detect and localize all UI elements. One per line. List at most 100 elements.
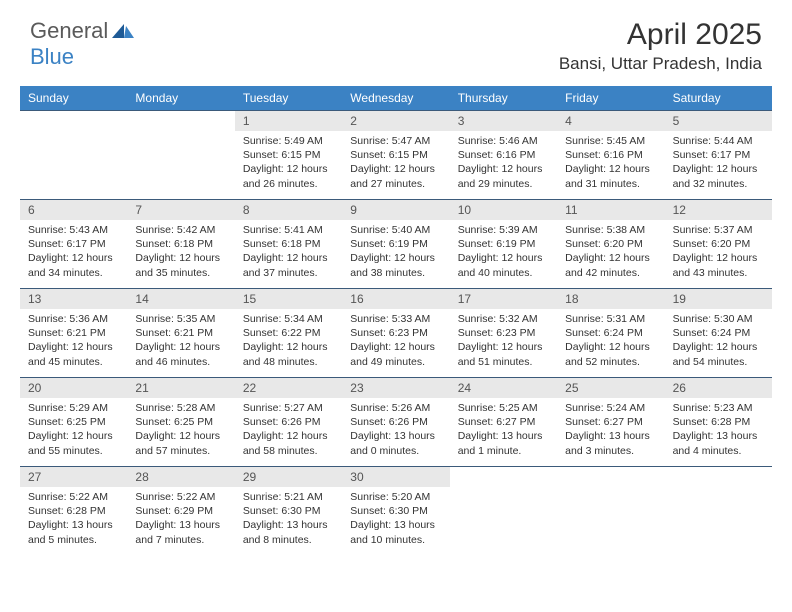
day-cell-28: 28Sunrise: 5:22 AMSunset: 6:29 PMDayligh… xyxy=(127,467,234,555)
day-sunrise: Sunrise: 5:20 AM xyxy=(350,490,441,504)
day-day2: and 37 minutes. xyxy=(243,266,334,280)
day-day2: and 34 minutes. xyxy=(28,266,119,280)
day-cell-10: 10Sunrise: 5:39 AMSunset: 6:19 PMDayligh… xyxy=(450,200,557,288)
day-cell-23: 23Sunrise: 5:26 AMSunset: 6:26 PMDayligh… xyxy=(342,378,449,466)
day-day2: and 51 minutes. xyxy=(458,355,549,369)
week-row: 27Sunrise: 5:22 AMSunset: 6:28 PMDayligh… xyxy=(20,466,772,555)
day-body: Sunrise: 5:24 AMSunset: 6:27 PMDaylight:… xyxy=(557,398,664,462)
day-number: 13 xyxy=(20,289,127,309)
day-number: 24 xyxy=(450,378,557,398)
day-day1: Daylight: 12 hours xyxy=(350,162,441,176)
day-number: 10 xyxy=(450,200,557,220)
day-body: Sunrise: 5:35 AMSunset: 6:21 PMDaylight:… xyxy=(127,309,234,373)
day-day2: and 46 minutes. xyxy=(135,355,226,369)
day-day1: Daylight: 13 hours xyxy=(458,429,549,443)
day-day1: Daylight: 12 hours xyxy=(350,251,441,265)
day-sunrise: Sunrise: 5:25 AM xyxy=(458,401,549,415)
day-sunset: Sunset: 6:21 PM xyxy=(28,326,119,340)
day-sunrise: Sunrise: 5:37 AM xyxy=(673,223,764,237)
day-day1: Daylight: 12 hours xyxy=(243,340,334,354)
day-cell-13: 13Sunrise: 5:36 AMSunset: 6:21 PMDayligh… xyxy=(20,289,127,377)
location-text: Bansi, Uttar Pradesh, India xyxy=(559,54,762,74)
empty-cell xyxy=(665,467,772,555)
day-body: Sunrise: 5:31 AMSunset: 6:24 PMDaylight:… xyxy=(557,309,664,373)
day-sunrise: Sunrise: 5:23 AM xyxy=(673,401,764,415)
calendar-weeks: 1Sunrise: 5:49 AMSunset: 6:15 PMDaylight… xyxy=(20,110,772,555)
day-sunrise: Sunrise: 5:30 AM xyxy=(673,312,764,326)
day-sunset: Sunset: 6:25 PM xyxy=(135,415,226,429)
day-body: Sunrise: 5:32 AMSunset: 6:23 PMDaylight:… xyxy=(450,309,557,373)
day-sunset: Sunset: 6:19 PM xyxy=(350,237,441,251)
day-day1: Daylight: 12 hours xyxy=(135,429,226,443)
empty-cell xyxy=(557,467,664,555)
day-body: Sunrise: 5:23 AMSunset: 6:28 PMDaylight:… xyxy=(665,398,772,462)
day-day2: and 35 minutes. xyxy=(135,266,226,280)
empty-cell xyxy=(20,111,127,199)
day-day1: Daylight: 12 hours xyxy=(673,162,764,176)
day-day2: and 0 minutes. xyxy=(350,444,441,458)
logo: General xyxy=(30,18,136,44)
day-sunset: Sunset: 6:17 PM xyxy=(673,148,764,162)
day-sunrise: Sunrise: 5:27 AM xyxy=(243,401,334,415)
day-day1: Daylight: 12 hours xyxy=(135,251,226,265)
day-number: 4 xyxy=(557,111,664,131)
day-sunrise: Sunrise: 5:41 AM xyxy=(243,223,334,237)
day-number: 29 xyxy=(235,467,342,487)
day-sunset: Sunset: 6:18 PM xyxy=(135,237,226,251)
weekday-thursday: Thursday xyxy=(450,86,557,110)
day-cell-4: 4Sunrise: 5:45 AMSunset: 6:16 PMDaylight… xyxy=(557,111,664,199)
day-body: Sunrise: 5:37 AMSunset: 6:20 PMDaylight:… xyxy=(665,220,772,284)
day-number: 5 xyxy=(665,111,772,131)
day-day1: Daylight: 12 hours xyxy=(243,162,334,176)
day-day2: and 57 minutes. xyxy=(135,444,226,458)
empty-cell xyxy=(450,467,557,555)
day-day1: Daylight: 12 hours xyxy=(135,340,226,354)
day-sunrise: Sunrise: 5:42 AM xyxy=(135,223,226,237)
day-sunrise: Sunrise: 5:49 AM xyxy=(243,134,334,148)
day-sunset: Sunset: 6:30 PM xyxy=(243,504,334,518)
weekday-tuesday: Tuesday xyxy=(235,86,342,110)
day-body: Sunrise: 5:40 AMSunset: 6:19 PMDaylight:… xyxy=(342,220,449,284)
day-body: Sunrise: 5:47 AMSunset: 6:15 PMDaylight:… xyxy=(342,131,449,195)
day-sunset: Sunset: 6:25 PM xyxy=(28,415,119,429)
day-day2: and 43 minutes. xyxy=(673,266,764,280)
day-number: 26 xyxy=(665,378,772,398)
day-cell-16: 16Sunrise: 5:33 AMSunset: 6:23 PMDayligh… xyxy=(342,289,449,377)
day-sunrise: Sunrise: 5:22 AM xyxy=(135,490,226,504)
day-cell-7: 7 Sunrise: 5:42 AMSunset: 6:18 PMDaylight… xyxy=(127,200,234,288)
day-number: 2 xyxy=(342,111,449,131)
day-sunrise: Sunrise: 5:28 AM xyxy=(135,401,226,415)
day-day1: Daylight: 13 hours xyxy=(243,518,334,532)
day-cell-3: 3Sunrise: 5:46 AMSunset: 6:16 PMDaylight… xyxy=(450,111,557,199)
day-body: Sunrise: 5:22 AMSunset: 6:29 PMDaylight:… xyxy=(127,487,234,551)
day-cell-18: 18Sunrise: 5:31 AMSunset: 6:24 PMDayligh… xyxy=(557,289,664,377)
day-sunset: Sunset: 6:24 PM xyxy=(673,326,764,340)
empty-cell xyxy=(127,111,234,199)
day-number: 22 xyxy=(235,378,342,398)
day-sunset: Sunset: 6:23 PM xyxy=(458,326,549,340)
day-cell-14: 14Sunrise: 5:35 AMSunset: 6:21 PMDayligh… xyxy=(127,289,234,377)
day-sunrise: Sunrise: 5:46 AM xyxy=(458,134,549,148)
weekday-friday: Friday xyxy=(557,86,664,110)
day-day1: Daylight: 12 hours xyxy=(350,340,441,354)
day-sunset: Sunset: 6:24 PM xyxy=(565,326,656,340)
day-day2: and 54 minutes. xyxy=(673,355,764,369)
day-body: Sunrise: 5:36 AMSunset: 6:21 PMDaylight:… xyxy=(20,309,127,373)
calendar: SundayMondayTuesdayWednesdayThursdayFrid… xyxy=(20,86,772,555)
day-day1: Daylight: 12 hours xyxy=(565,162,656,176)
day-day2: and 58 minutes. xyxy=(243,444,334,458)
day-body: Sunrise: 5:20 AMSunset: 6:30 PMDaylight:… xyxy=(342,487,449,551)
logo-triangle-icon xyxy=(112,22,134,40)
weekday-wednesday: Wednesday xyxy=(342,86,449,110)
day-body: Sunrise: 5:44 AMSunset: 6:17 PMDaylight:… xyxy=(665,131,772,195)
day-sunrise: Sunrise: 5:21 AM xyxy=(243,490,334,504)
day-sunset: Sunset: 6:27 PM xyxy=(458,415,549,429)
day-sunset: Sunset: 6:15 PM xyxy=(243,148,334,162)
day-sunrise: Sunrise: 5:44 AM xyxy=(673,134,764,148)
day-sunset: Sunset: 6:30 PM xyxy=(350,504,441,518)
day-body: Sunrise: 5:33 AMSunset: 6:23 PMDaylight:… xyxy=(342,309,449,373)
day-cell-1: 1Sunrise: 5:49 AMSunset: 6:15 PMDaylight… xyxy=(235,111,342,199)
day-body: Sunrise: 5:22 AMSunset: 6:28 PMDaylight:… xyxy=(20,487,127,551)
day-number: 7 xyxy=(127,200,234,220)
day-body: Sunrise: 5:21 AMSunset: 6:30 PMDaylight:… xyxy=(235,487,342,551)
